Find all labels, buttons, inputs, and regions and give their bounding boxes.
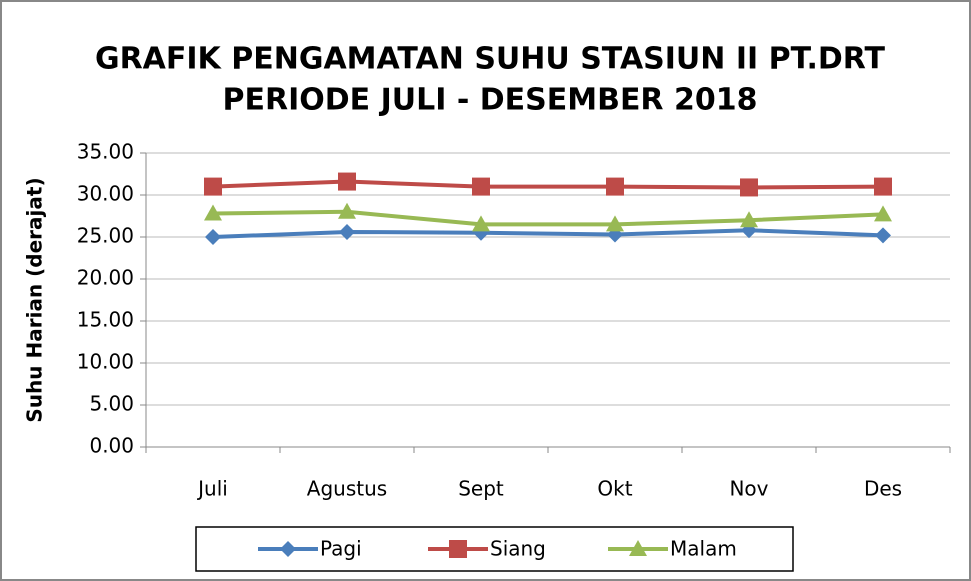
data-point xyxy=(472,177,490,196)
data-point xyxy=(338,172,356,191)
y-tick-label: 15.00 xyxy=(77,308,134,332)
y-tick-label: 25.00 xyxy=(77,224,134,248)
series-line xyxy=(212,179,884,190)
legend-label: Malam xyxy=(670,537,737,561)
y-tick-label: 30.00 xyxy=(77,182,134,206)
y-axis-title: Suhu Harian (derajat) xyxy=(23,177,47,422)
chart-title: PERIODE JULI - DESEMBER 2018 xyxy=(223,83,758,118)
legend-label: Siang xyxy=(490,537,546,561)
data-point xyxy=(204,204,222,221)
legend-marker xyxy=(629,540,647,556)
x-tick-label: Sept xyxy=(458,477,504,501)
legend-label: Pagi xyxy=(320,537,362,561)
x-tick-label: Des xyxy=(864,477,902,501)
series-line xyxy=(212,228,884,239)
data-point xyxy=(472,215,490,232)
chart-title: GRAFIK PENGAMATAN SUHU STASIUN II PT.DRT xyxy=(95,42,886,77)
y-tick-label: 10.00 xyxy=(77,350,134,374)
data-point xyxy=(874,177,892,196)
series-line xyxy=(212,209,884,227)
data-point xyxy=(740,211,758,228)
data-point xyxy=(606,177,624,196)
data-point xyxy=(740,178,758,197)
x-tick-label: Nov xyxy=(729,477,768,501)
data-point xyxy=(338,202,356,219)
legend-box xyxy=(195,526,794,572)
data-point xyxy=(205,229,221,245)
x-tick-label: Juli xyxy=(196,477,228,501)
data-point xyxy=(606,215,624,232)
y-tick-label: 20.00 xyxy=(77,266,134,290)
data-point xyxy=(875,227,891,244)
legend-marker xyxy=(280,541,296,557)
x-tick-label: Agustus xyxy=(307,477,387,501)
x-tick-label: Okt xyxy=(597,477,632,501)
y-tick-label: 0.00 xyxy=(89,434,134,458)
y-tick-label: 5.00 xyxy=(89,392,134,416)
y-tick-label: 35.00 xyxy=(77,140,134,164)
data-point xyxy=(204,177,222,196)
legend-marker xyxy=(449,540,467,558)
data-point xyxy=(874,205,892,222)
data-point xyxy=(339,223,355,240)
